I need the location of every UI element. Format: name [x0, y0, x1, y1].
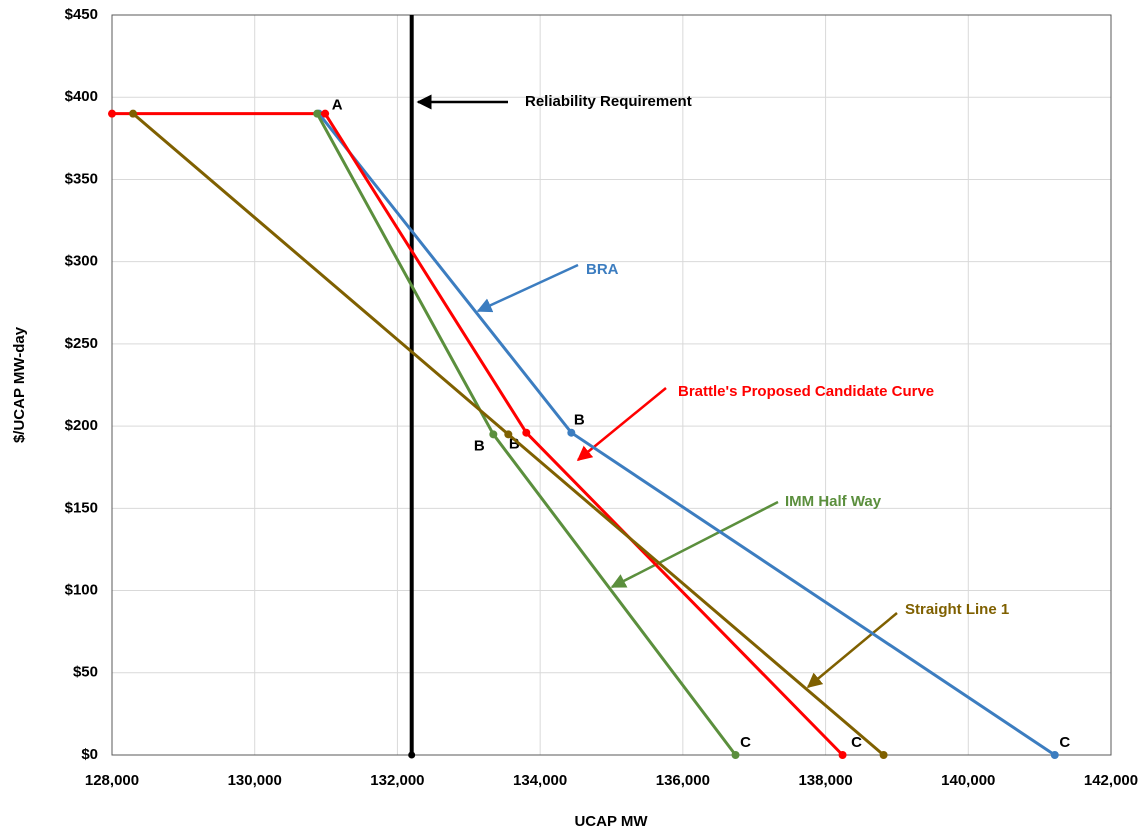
point	[313, 109, 322, 118]
annotation-arrow	[476, 263, 579, 313]
point-label: C	[740, 734, 751, 751]
y-tick-label: $150	[65, 499, 98, 516]
series-line	[317, 112, 1056, 757]
annotation: Reliability Requirement	[525, 93, 692, 110]
x-tick-label: 136,000	[656, 772, 710, 789]
y-tick-label: $50	[73, 664, 98, 681]
annotation: BRA	[586, 261, 619, 278]
x-tick-label: 140,000	[941, 772, 995, 789]
annotation-arrow	[806, 612, 898, 688]
annotation-arrow	[610, 500, 779, 589]
annotation: Straight Line 1	[905, 601, 1009, 618]
plot-frame	[111, 14, 1112, 756]
point	[489, 430, 498, 439]
point-label: B	[474, 437, 485, 454]
annotation-arrow	[576, 387, 667, 461]
y-tick-label: $300	[65, 253, 98, 270]
point	[504, 430, 513, 439]
point	[879, 751, 888, 759]
y-tick-label: $450	[65, 6, 98, 23]
point	[108, 109, 116, 118]
y-tick-label: $0	[81, 746, 98, 763]
point	[321, 109, 330, 118]
y-tick-label: $100	[65, 582, 98, 599]
x-tick-label: 130,000	[228, 772, 282, 789]
annotation: IMM Half Way	[785, 493, 882, 510]
point-label: C	[1059, 734, 1070, 751]
reference-marker	[408, 751, 416, 759]
x-tick-label: 128,000	[85, 772, 139, 789]
y-tick-label: $350	[65, 170, 98, 187]
point	[567, 428, 576, 437]
series-line	[112, 112, 844, 757]
annotation: Brattle's Proposed Candidate Curve	[678, 383, 934, 400]
x-tick-label: 138,000	[798, 772, 852, 789]
point	[731, 751, 740, 759]
x-tick-label: 134,000	[513, 772, 567, 789]
x-tick-label: 142,000	[1084, 772, 1138, 789]
point-label: C	[851, 734, 862, 751]
point	[522, 428, 531, 437]
point	[1050, 751, 1059, 759]
point	[129, 109, 138, 118]
point-label: A	[332, 97, 343, 114]
y-tick-label: $400	[65, 88, 98, 105]
point-label: B	[574, 412, 585, 429]
point-label: B	[509, 436, 520, 453]
annotations: Reliability Requirement BRA Brattle's Pr…	[416, 93, 1009, 688]
y-tick-label: $250	[65, 335, 98, 352]
grid	[111, 14, 1112, 756]
y-tick-label: $200	[65, 417, 98, 434]
x-tick-label: 132,000	[370, 772, 424, 789]
point	[838, 751, 847, 759]
x-axis-title: UCAP MW	[574, 813, 648, 830]
y-axis-title: $/UCAP MW-day	[11, 326, 28, 443]
